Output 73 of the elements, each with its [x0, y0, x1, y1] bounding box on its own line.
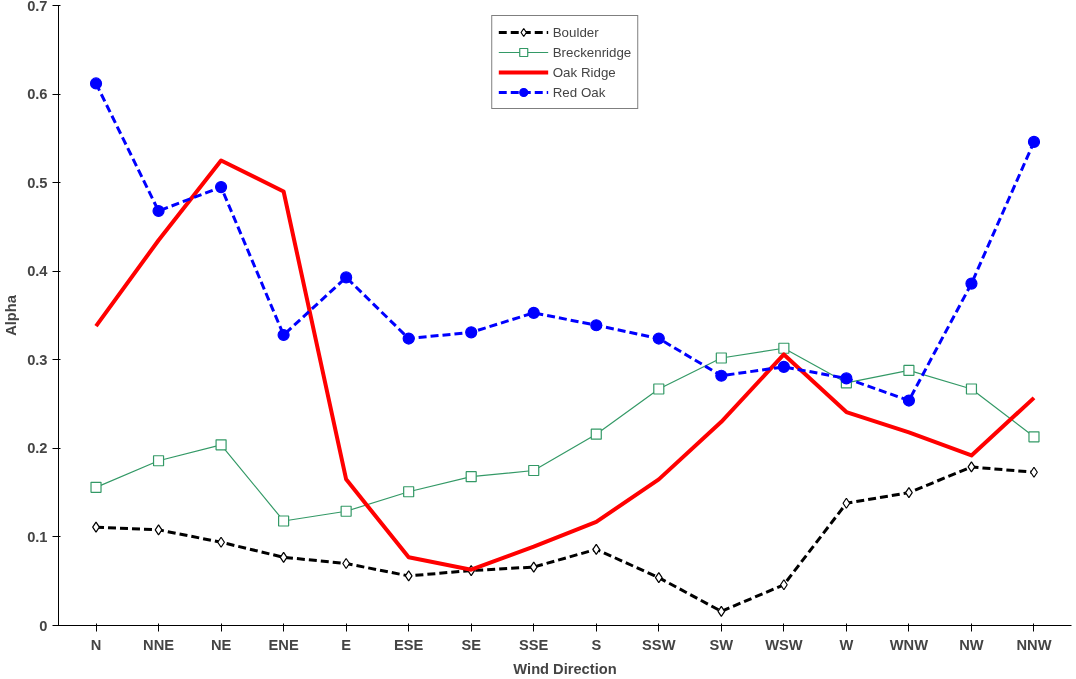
point [404, 570, 413, 582]
point [590, 428, 602, 440]
point [528, 464, 540, 477]
point [527, 306, 540, 319]
y-tick-label: 0 [39, 617, 48, 634]
x-axis-title: Wind Direction [513, 660, 617, 677]
legend-label: Red Oak [552, 84, 606, 100]
point [777, 360, 790, 373]
point [403, 486, 415, 498]
x-tick-label: N [90, 636, 102, 653]
point [465, 326, 478, 339]
point [214, 180, 228, 194]
x-tick-label: S [591, 636, 602, 653]
x-tick-label: WSW [765, 636, 803, 653]
point [215, 439, 227, 451]
point [278, 515, 290, 527]
point [779, 579, 788, 591]
x-tick-label: NW [959, 636, 984, 653]
legend-label: Oak Ridge [552, 64, 616, 80]
y-tick-label: 0.2 [27, 440, 48, 457]
point [902, 394, 916, 407]
y-tick-label: 0.4 [27, 263, 49, 280]
point [465, 471, 477, 483]
x-tick-label: SE [461, 636, 482, 653]
point [90, 481, 102, 493]
point [904, 487, 913, 499]
point [1027, 135, 1041, 148]
point [592, 543, 601, 555]
x-tick-label: NNW [1016, 636, 1052, 653]
x-tick-label: SSW [642, 636, 676, 653]
point [715, 352, 727, 364]
x-tick-label: E [341, 636, 352, 653]
point [654, 572, 663, 584]
x-tick-label: W [839, 636, 854, 653]
x-tick-label: SW [709, 636, 734, 653]
y-tick-label: 0.6 [27, 86, 48, 103]
point [653, 383, 665, 395]
y-tick-label: 0.7 [27, 0, 48, 14]
point [965, 277, 978, 290]
point [1028, 431, 1040, 443]
x-tick-label: NE [210, 636, 232, 653]
point [152, 204, 165, 218]
y-tick-label: 0.3 [27, 351, 48, 368]
point [715, 369, 728, 382]
point [590, 319, 603, 332]
legend-label: Breckenridge [552, 44, 632, 60]
point [529, 561, 538, 573]
point [277, 328, 290, 342]
point [402, 332, 415, 345]
point [778, 342, 790, 354]
x-tick-label: ESE [394, 636, 424, 653]
y-tick-label: 0.5 [27, 174, 48, 191]
point [842, 497, 851, 509]
point [840, 372, 853, 385]
point [89, 77, 103, 90]
point [154, 524, 163, 536]
point [967, 461, 976, 473]
point [217, 536, 226, 548]
x-tick-label: WNW [889, 636, 929, 653]
point [965, 383, 978, 395]
legend-label: Boulder [552, 24, 599, 40]
point [340, 505, 352, 517]
point [279, 551, 288, 563]
point [652, 332, 665, 345]
x-tick-label: NNE [143, 636, 175, 653]
y-tick-label: 0.1 [27, 528, 48, 545]
point [340, 271, 353, 284]
point [717, 605, 726, 617]
x-tick-label: ENE [268, 636, 299, 653]
x-tick-label: SSE [519, 636, 549, 653]
point [152, 455, 165, 467]
y-axis-title: Alpha [3, 294, 20, 336]
point [903, 364, 915, 377]
